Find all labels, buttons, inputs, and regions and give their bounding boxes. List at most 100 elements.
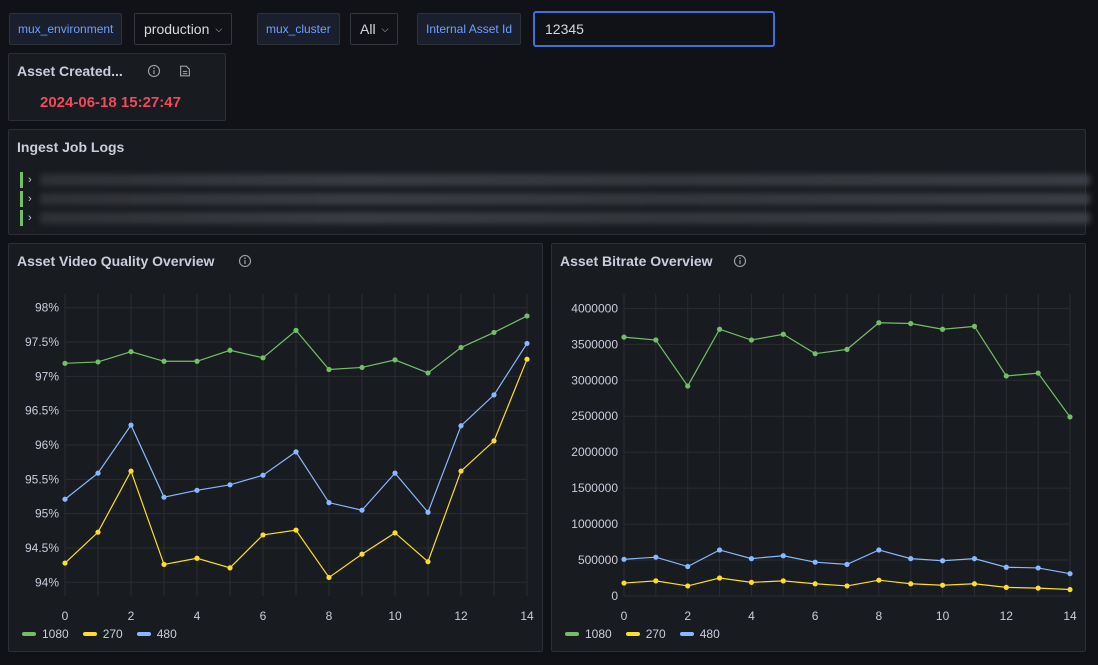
legend-item-1080[interactable]: 1080 [565, 627, 612, 641]
data-point-270 [1035, 585, 1041, 591]
data-point-1080 [491, 329, 497, 336]
data-point-480 [971, 556, 978, 562]
data-point-270 [227, 565, 233, 571]
info-icon[interactable] [733, 254, 747, 268]
data-point-480 [260, 472, 266, 478]
data-point-480 [812, 559, 818, 565]
legend-label: 1080 [42, 627, 69, 641]
chart-title: Asset Video Quality Overview [17, 253, 215, 269]
data-point-480 [876, 547, 882, 553]
data-point-480 [491, 392, 497, 398]
data-point-270 [621, 580, 627, 586]
y-tick-label: 3000000 [571, 373, 618, 387]
data-point-1080 [524, 313, 530, 319]
variable-label-mux-environment: mux_environment [9, 13, 123, 45]
document-icon[interactable] [178, 64, 192, 78]
legend-item-270[interactable]: 270 [82, 627, 123, 641]
chevron-right-icon[interactable]: › [28, 212, 32, 224]
legend-item-1080[interactable]: 1080 [22, 627, 69, 641]
ingest-job-logs-panel: Ingest Job Logs › › › [8, 129, 1090, 235]
mux-environment-select[interactable]: production ⌵ [134, 13, 233, 45]
y-tick-label: 1000000 [571, 517, 618, 531]
data-point-270 [524, 356, 530, 362]
data-point-270 [653, 578, 659, 584]
bitrate-panel: Asset Bitrate Overview 0 500000 1000000 150… [551, 243, 1086, 652]
data-point-1080 [359, 364, 365, 371]
data-point-270 [876, 577, 882, 583]
y-tick-label: 96% [35, 438, 59, 452]
legend-swatch [565, 632, 579, 636]
y-tick-label: 3500000 [571, 337, 618, 351]
data-point-1080 [326, 366, 332, 373]
x-tick-label: 6 [812, 609, 819, 623]
data-point-270 [716, 575, 723, 581]
data-point-480 [62, 496, 68, 502]
y-tick-label: 4000000 [571, 301, 618, 315]
log-row[interactable]: › [20, 210, 1090, 226]
data-point-1080 [876, 320, 882, 326]
mux-cluster-select[interactable]: All ⌵ [350, 13, 399, 45]
legend-item-480[interactable]: 480 [136, 627, 177, 641]
data-point-1080 [939, 326, 946, 332]
y-tick-label: 2000000 [571, 445, 618, 459]
chevron-down-icon: ⌵ [381, 23, 389, 34]
data-point-1080 [621, 334, 627, 340]
data-point-1080 [812, 351, 818, 357]
legend-label: 480 [156, 627, 177, 641]
y-tick-label: 2500000 [571, 409, 618, 423]
y-tick-label: 97% [35, 369, 59, 383]
data-point-480 [716, 547, 723, 553]
chevron-right-icon[interactable]: › [28, 174, 32, 186]
y-tick-label: 500000 [578, 553, 618, 567]
data-point-1080 [161, 358, 167, 364]
y-tick-label: 95% [35, 507, 59, 521]
x-tick-label: 10 [388, 609, 402, 623]
data-point-480 [326, 500, 332, 506]
internal-asset-id-input[interactable] [533, 11, 775, 47]
legend-item-270[interactable]: 270 [625, 627, 666, 641]
data-point-270 [780, 578, 786, 584]
legend-item-480[interactable]: 480 [679, 627, 720, 641]
x-tick-label: 0 [62, 609, 69, 623]
x-tick-label: 4 [748, 609, 755, 623]
log-row[interactable]: › [20, 172, 1090, 188]
info-icon[interactable] [147, 64, 161, 78]
data-point-1080 [653, 337, 659, 343]
legend-swatch [22, 632, 36, 636]
info-icon[interactable] [238, 254, 252, 268]
data-point-270 [425, 559, 431, 565]
legend-label: 270 [102, 627, 123, 641]
data-point-270 [293, 527, 299, 533]
data-point-270 [1003, 584, 1009, 590]
log-line-redacted [40, 193, 1090, 205]
data-point-480 [128, 422, 134, 428]
bitrate-chart: 0 500000 1000000 1500000 2000000 2500000 30000… [571, 294, 1077, 623]
data-point-1080 [425, 370, 431, 376]
data-point-270 [812, 581, 818, 587]
data-point-480 [458, 423, 464, 429]
asset-created-panel: Asset Created... 2024-06-18 15:27:47 [8, 53, 226, 121]
data-point-480 [844, 561, 850, 567]
x-tick-label: 14 [520, 609, 534, 623]
mux-environment-value: production [144, 21, 210, 37]
data-point-480 [908, 556, 914, 562]
data-point-1080 [685, 383, 691, 389]
y-tick-label: 94.5% [25, 541, 59, 555]
chevron-down-icon: ⌵ [215, 23, 223, 34]
data-point-1080 [458, 344, 464, 351]
data-point-1080 [1035, 370, 1041, 376]
chevron-right-icon[interactable]: › [28, 193, 32, 205]
chart-legend: 1080 270 480 [22, 627, 177, 641]
data-point-270 [128, 468, 134, 474]
legend-label: 1080 [585, 627, 612, 641]
legend-swatch [82, 632, 97, 636]
data-point-1080 [392, 357, 398, 363]
chart-legend: 1080 270 480 [565, 627, 720, 641]
legend-label: 480 [699, 627, 720, 641]
data-point-480 [1035, 565, 1041, 571]
data-point-480 [161, 494, 167, 500]
log-row[interactable]: › [20, 191, 1090, 207]
data-point-480 [293, 449, 299, 455]
y-tick-label: 1500000 [571, 481, 618, 495]
data-point-1080 [62, 360, 68, 366]
